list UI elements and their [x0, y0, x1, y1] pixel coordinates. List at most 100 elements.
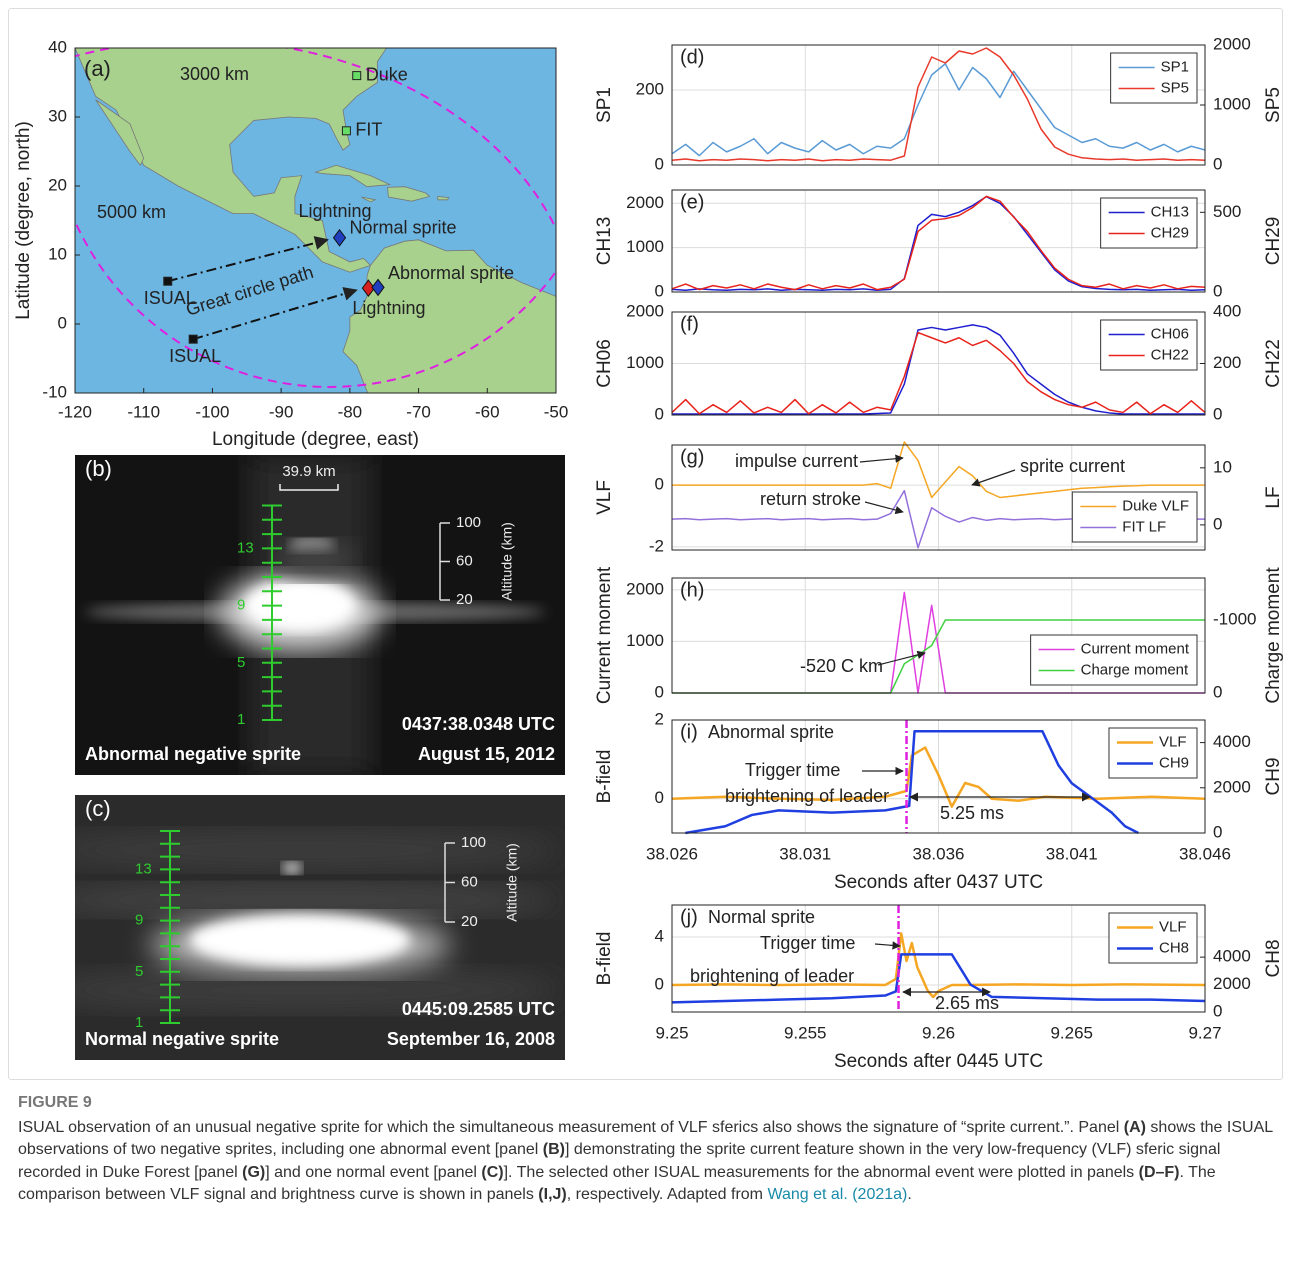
annotation: Trigger time: [760, 933, 855, 953]
y-tick-label: 1000: [626, 631, 664, 650]
range-circle: [75, 219, 556, 388]
map-annotation: 5000 km: [97, 202, 166, 222]
legend-label: Charge moment: [1081, 661, 1189, 678]
y-tick-label: 200: [636, 79, 664, 98]
annotation: sprite current: [1020, 456, 1125, 476]
annotation: brightening of leader: [690, 966, 854, 986]
panel-subtitle: Abnormal sprite: [708, 722, 834, 742]
altitude-title: Altitude (km): [499, 522, 515, 601]
point-label: Normal sprite: [350, 218, 457, 238]
y-tick-label: 2000: [626, 193, 664, 212]
y2-tick-label: -1000: [1213, 609, 1256, 628]
legend-label: VLF: [1159, 733, 1187, 750]
series-line: [671, 195, 1206, 291]
legend: VLF CH9: [1108, 727, 1198, 779]
x-tick-label: 38.026: [646, 844, 698, 863]
map-annotation: Lightning: [298, 201, 371, 221]
x-tick-label: -90: [269, 402, 294, 421]
land: [342, 239, 556, 393]
annotation: Trigger time: [745, 760, 840, 780]
y-tick-label: 40: [48, 37, 67, 56]
image-title: Abnormal negative sprite: [85, 744, 301, 764]
plot-frame: [671, 189, 1206, 293]
plot-frame: [671, 719, 1206, 834]
annotation-leader: [877, 650, 926, 666]
series-line: [671, 195, 1206, 291]
y-tick-label: 0: [655, 154, 664, 173]
map-point: [332, 228, 347, 247]
citation-link[interactable]: Wang et al. (2021a): [767, 1186, 908, 1203]
caption-ref: (G): [242, 1163, 266, 1181]
annotation-leader: [859, 454, 904, 463]
panel-label: (d): [680, 46, 704, 68]
plot-frame: [671, 904, 1206, 1013]
annotation: return stroke: [760, 489, 861, 509]
x-tick-label: -80: [338, 402, 363, 421]
y2-tick-label: 2000: [1213, 777, 1251, 796]
y2-tick-label: 4000: [1213, 947, 1251, 966]
legend: CH13 CH29: [1100, 197, 1198, 249]
caption-ref: (A): [1123, 1118, 1146, 1136]
y-axis-label: CH06: [594, 339, 615, 388]
annotation-leader: [864, 501, 904, 515]
caption-text: ] demonstrating the sprite current featu…: [18, 1141, 1221, 1181]
legend-label: CH8: [1159, 939, 1189, 956]
caption-text: ISUAL observation of an unusual negative…: [18, 1118, 1124, 1136]
legend-box: [1110, 52, 1198, 104]
legend-box: [1100, 319, 1198, 371]
annotation: brightening of leader: [725, 786, 889, 806]
great-circle-path: [192, 287, 358, 341]
ruler-label: 1: [135, 1014, 143, 1031]
series-line: [671, 953, 1206, 1004]
x-tick-label: 38.036: [913, 844, 965, 863]
plot-frame: [671, 44, 1206, 166]
photo-c: [75, 795, 565, 1060]
x-tick-label: -50: [544, 402, 569, 421]
y-axis-label: Latitude (degree, north): [13, 121, 34, 320]
y2-tick-label: 0: [1213, 154, 1222, 173]
y-tick-label: 0: [655, 281, 664, 300]
altitude-label: 100: [456, 514, 481, 531]
ruler-label: 5: [237, 654, 245, 671]
x-axis-label: Seconds after 0445 UTC: [834, 1051, 1043, 1072]
ruler-label: 1: [237, 711, 245, 728]
point-label: Duke: [366, 64, 408, 84]
y-tick-label: 0: [655, 682, 664, 701]
y-axis-label: Current moment: [594, 566, 615, 704]
panel-subtitle: Normal sprite: [708, 907, 815, 927]
land: [313, 164, 392, 188]
series-line: [671, 63, 1206, 157]
map-point: [188, 334, 198, 344]
annotation: -520 C km: [800, 656, 883, 676]
panel-label: (j): [680, 906, 698, 928]
y2-axis-label: CH29: [1263, 217, 1284, 266]
legend-label: CH06: [1151, 325, 1189, 342]
caption-ref: (B): [542, 1141, 565, 1158]
caption: FIGURE 9 ISUAL observation of an unusual …: [18, 1092, 1273, 1207]
y-axis-label: SP1: [594, 87, 615, 123]
image-title: Normal negative sprite: [85, 1029, 279, 1049]
legend: CH06 CH22: [1100, 319, 1198, 371]
caption-text: .: [907, 1186, 912, 1203]
x-tick-label: 9.265: [1050, 1023, 1093, 1042]
x-tick-label: -120: [58, 402, 92, 421]
scale-bar-label: 39.9 km: [282, 463, 335, 480]
x-axis-label: Seconds after 0437 UTC: [834, 872, 1043, 893]
y2-tick-label: 2000: [1213, 974, 1251, 993]
altitude-label: 20: [456, 591, 473, 608]
ruler-label: 13: [135, 860, 152, 877]
scale-bar: [279, 484, 339, 491]
caption-ref: (I,J): [538, 1186, 567, 1203]
altitude-label: 20: [461, 913, 478, 930]
panel-label: (e): [680, 191, 704, 213]
caption-text: ]. The selected other ISUAL measurements…: [503, 1163, 1139, 1181]
y-tick-label: 2000: [626, 579, 664, 598]
annotation-leader: [874, 941, 901, 950]
ruler-label: 9: [237, 597, 245, 614]
y2-tick-label: 0: [1213, 822, 1222, 841]
caption-text: . The comparison between VLF signal and …: [18, 1163, 1216, 1204]
legend-label: VLF: [1159, 918, 1187, 935]
y2-tick-label: 200: [1213, 353, 1241, 372]
